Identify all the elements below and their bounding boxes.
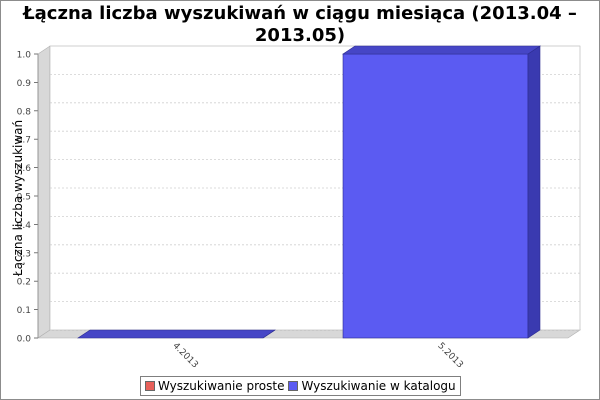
x-tick-label: 5.2013 [435,341,464,370]
y-tick-label: 0.8 [17,107,32,117]
y-tick-label: 0.1 [17,306,31,316]
legend-item-catalog-search: Wyszukiwanie w katalogu [288,377,456,395]
y-tick-label: 0.6 [17,164,32,174]
y-tick-label: 0.2 [17,278,31,288]
y-tick-label: 0.4 [17,221,32,231]
bar-top-5-2013 [342,45,541,55]
y-tick-label: 0.7 [17,136,31,146]
legend-swatch-simple-search [145,381,155,391]
chart-title: Łączna liczba wyszukiwań w ciągu miesiąc… [0,3,600,47]
y-tick-label: 0.5 [17,193,31,203]
legend-label-simple-search: Wyszukiwanie proste [158,379,285,393]
chart-title-line-2: 2013.05) [254,25,346,46]
legend-swatch-catalog-search [288,381,299,391]
bar-top-4-2013 [77,329,276,339]
legend-item-simple-search: Wyszukiwanie proste [145,377,284,395]
y-tick-label: 0.0 [17,335,32,345]
y-axis-label: Łączna liczba wyszukiwań [11,120,25,277]
legend-label-catalog-search: Wyszukiwanie w katalogu [301,379,456,393]
x-tick-label: 4.2013 [170,341,199,370]
y-tick-label: 0.3 [17,249,31,259]
y-tick-label: 1.0 [17,51,32,61]
left-wall [37,45,51,339]
y-tick-label: 0.9 [17,79,32,89]
legend: Wyszukiwanie proste Wyszukiwanie w katal… [140,376,461,396]
bar-5-2013 [342,53,529,339]
bar-side-5-2013 [527,45,541,339]
chart-title-line-1: Łączna liczba wyszukiwań w ciągu miesiąc… [23,3,577,24]
